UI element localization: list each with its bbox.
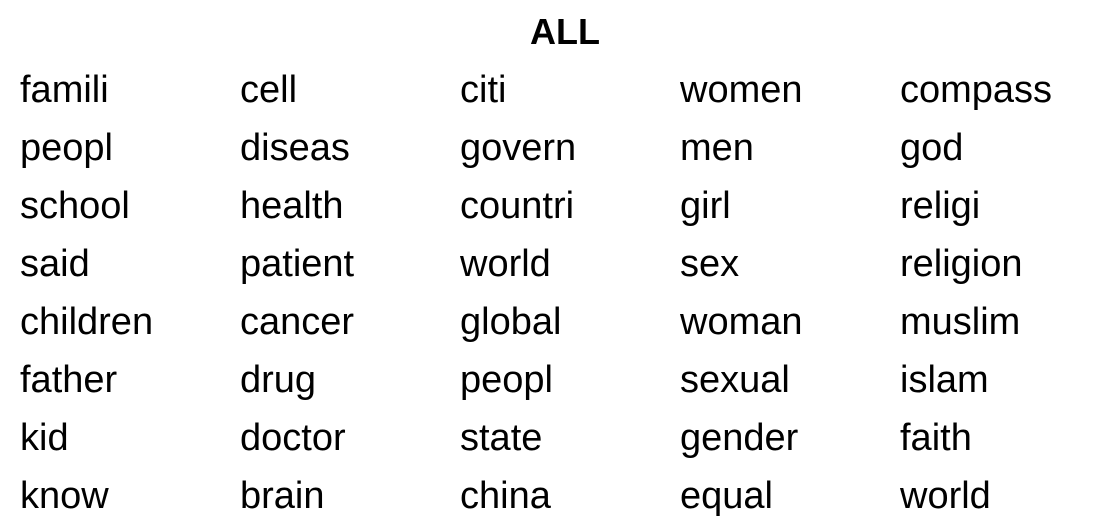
table-cell: muslim — [900, 301, 1021, 343]
table-cell: diseas — [240, 127, 350, 169]
table-cell: said — [20, 243, 90, 285]
table-cell: peopl — [20, 127, 113, 169]
table-cell: father — [20, 359, 118, 401]
table-cell: islam — [900, 359, 989, 401]
table-cell: sexual — [680, 359, 790, 401]
table-cell: men — [680, 127, 754, 169]
table-cell: school — [20, 185, 130, 227]
table-cell: brain — [240, 475, 325, 517]
table-cell: cancer — [240, 301, 355, 343]
table-cell: sex — [680, 243, 740, 285]
table-cell: compass — [900, 69, 1053, 111]
table-title: ALL — [530, 11, 600, 52]
table-cell: famili — [20, 69, 109, 111]
table-cell: woman — [680, 301, 803, 343]
table-cell: gender — [680, 417, 799, 459]
table-cell: cell — [240, 69, 298, 111]
table-cell: girl — [680, 185, 731, 227]
table-cell: children — [20, 301, 154, 343]
table-cell: peopl — [460, 359, 553, 401]
table-cell: know — [20, 475, 109, 517]
word-table: famili cell citi women compass peopl dis… — [20, 64, 1110, 528]
table-cell: equal — [680, 475, 773, 517]
table-cell: govern — [460, 127, 577, 169]
table-cell: citi — [460, 69, 507, 111]
table-cell: god — [900, 127, 964, 169]
table-cell: kid — [20, 417, 69, 459]
table-cell: state — [460, 417, 543, 459]
table-cell: faith — [900, 417, 972, 459]
table-cell: women — [680, 69, 803, 111]
table-cell: religion — [900, 243, 1023, 285]
table-cell: global — [460, 301, 562, 343]
table-cell: drug — [240, 359, 317, 401]
table-cell: doctor — [240, 417, 346, 459]
table-cell: china — [460, 475, 551, 517]
table-cell: world — [900, 475, 991, 517]
table-cell: religi — [900, 185, 981, 227]
table-cell: patient — [240, 243, 355, 285]
table-cell: health — [240, 185, 344, 227]
table-cell: countri — [460, 185, 575, 227]
table-cell: world — [460, 243, 551, 285]
